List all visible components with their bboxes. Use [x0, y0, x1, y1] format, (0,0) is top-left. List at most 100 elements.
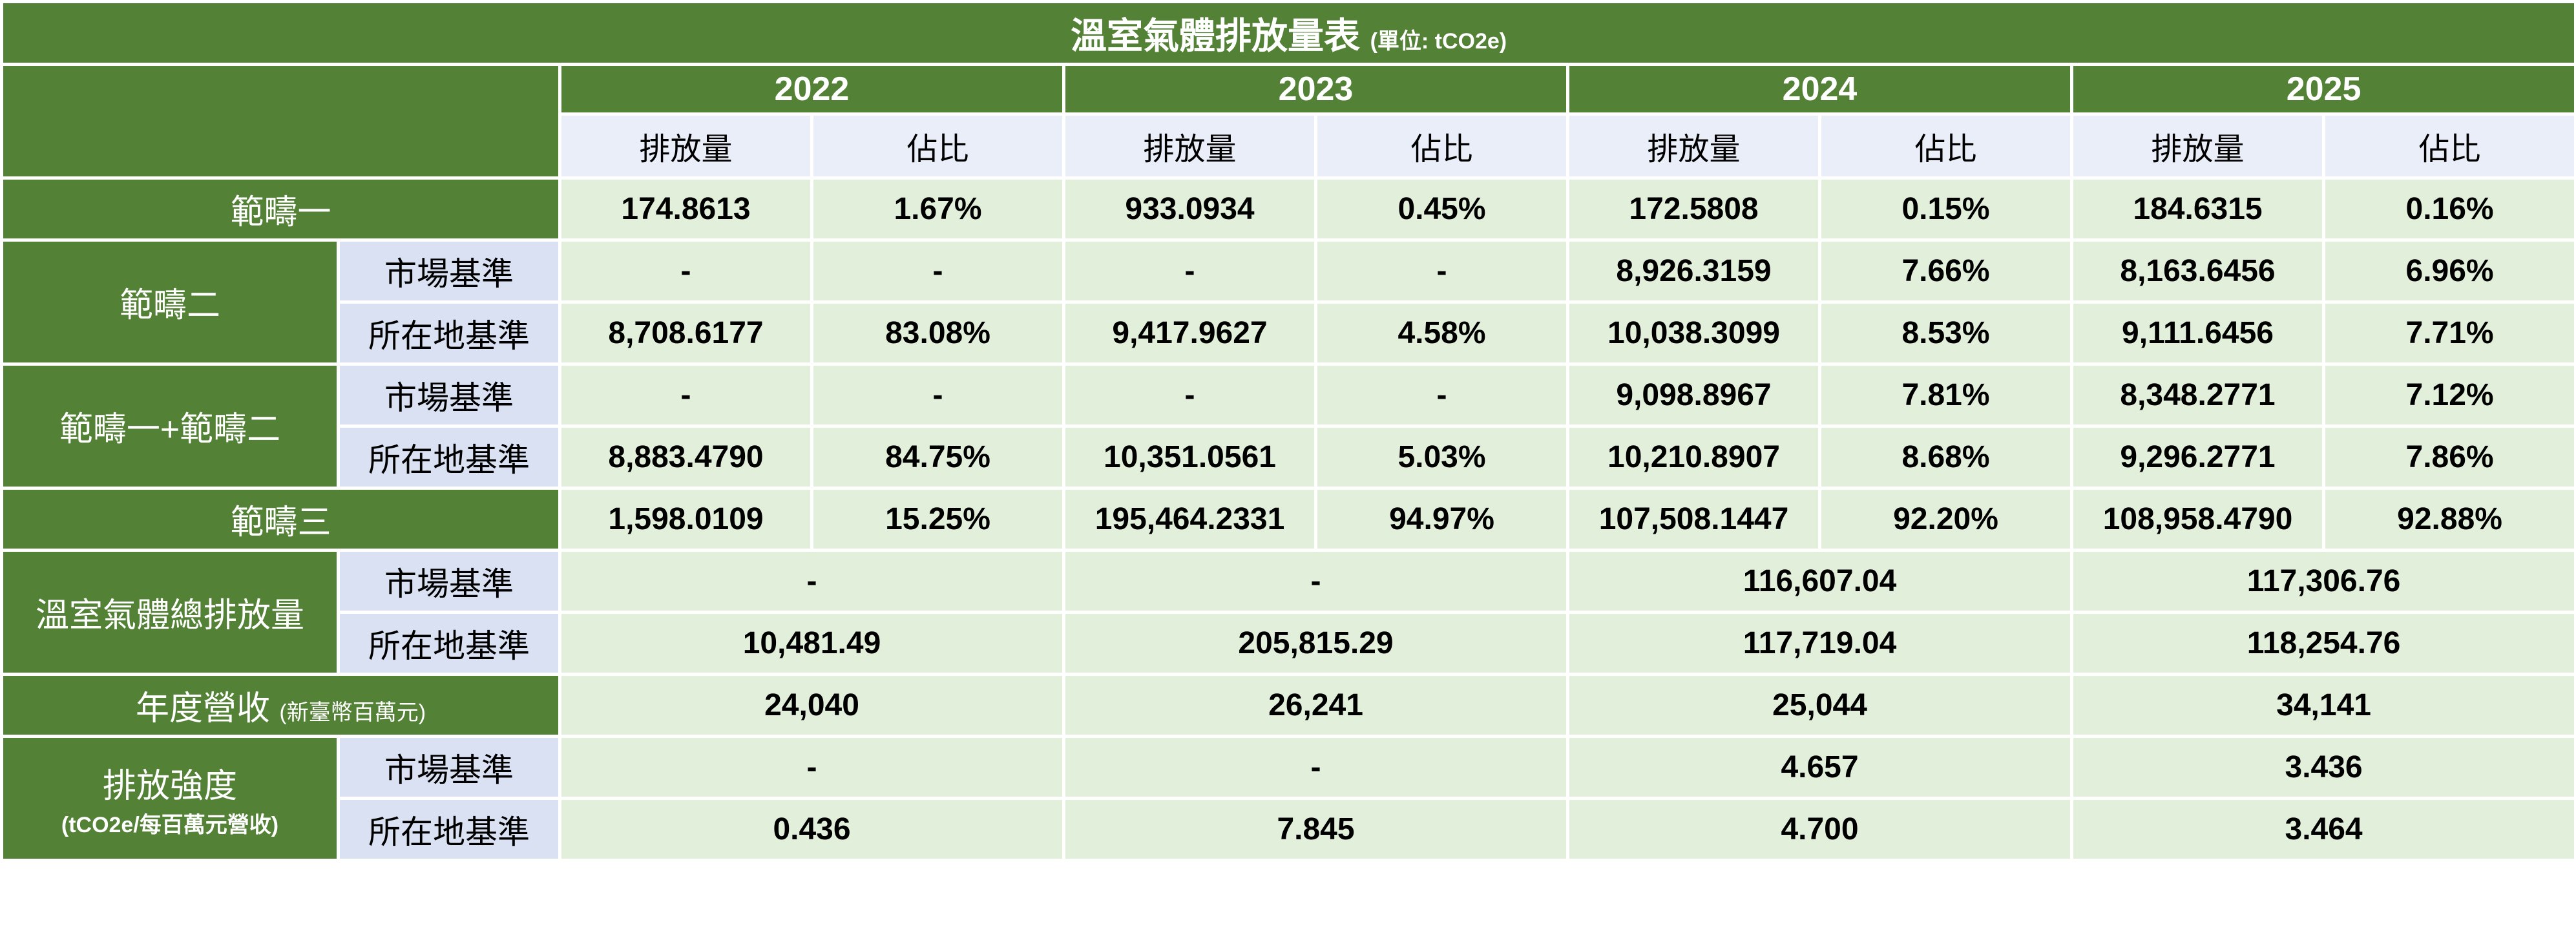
value-cell: 9,111.6456	[2070, 300, 2325, 366]
value-cell: 0.45%	[1314, 176, 1569, 242]
value-cell: 8,883.4790	[558, 425, 813, 490]
table-title: 溫室氣體排放量表 (單位: tCO2e)	[0, 0, 2576, 66]
value-cell: 117,719.04	[1566, 611, 2073, 676]
title-text: 溫室氣體排放量表	[1071, 15, 1360, 56]
value-cell: 4.657	[1566, 735, 2073, 800]
data-row: 範疇二 市場基準 - - - -8,926.3159 7.66% 8,163.6456 6.96…	[0, 238, 2576, 366]
value-cell: 8.68%	[1818, 425, 2073, 490]
value-cell: 7.845	[1062, 797, 1569, 862]
value-cell: 9,296.2771	[2070, 425, 2325, 490]
value-cell: 195,464.2331	[1062, 487, 1317, 552]
value-cell: 34,141	[2069, 673, 2576, 738]
column-header: 佔比	[1314, 112, 1569, 180]
row-label: 範疇一+範疇二	[0, 362, 340, 490]
subheader-row: 排放量 佔比 排放量 佔比 排放量 佔比 排放量 佔比	[2, 112, 2576, 180]
row-label: 溫室氣體總排放量	[0, 549, 340, 676]
row-label: 範疇一	[0, 176, 561, 242]
value-cell: -	[1062, 362, 1317, 428]
basis-label: 所在地基準	[337, 425, 561, 490]
value-cell: -	[1062, 735, 1569, 800]
column-header: 排放量	[1566, 112, 1821, 180]
value-cell: -	[810, 238, 1065, 304]
value-cell: 10,351.0561	[1062, 425, 1317, 490]
label-note: (新臺幣百萬元)	[279, 700, 426, 725]
year-header: 2025	[2069, 63, 2576, 116]
value-cell: 1.67%	[810, 176, 1065, 242]
value-cell: 26,241	[1062, 673, 1569, 738]
basis-label: 所在地基準	[337, 611, 561, 676]
label-text: 年度營收	[135, 690, 270, 728]
data-row: 範疇三 1,598.0109 15.25% 195,464.2331 94.97% 107…	[0, 487, 2576, 552]
data-row: 年度營收 (新臺幣百萬元) 24,040 26,241 25,044 34,141	[0, 673, 2576, 738]
value-cell: -	[558, 238, 813, 304]
column-header: 排放量	[1062, 112, 1317, 180]
value-cell: 7.71%	[2321, 300, 2576, 366]
label-note: (tCO2e/每百萬元營收)	[61, 812, 279, 837]
year-header: 2024	[1566, 63, 2073, 116]
column-header: 佔比	[810, 112, 1065, 180]
year-row: 2022 2023 2024 2025	[0, 63, 2576, 180]
value-cell: 108,958.4790	[2070, 487, 2325, 552]
value-cell: 107,508.1447	[1566, 487, 1821, 552]
value-cell: 8,163.6456	[2070, 238, 2325, 304]
value-cell: 117,306.76	[2069, 549, 2576, 614]
value-cell: 83.08%	[810, 300, 1065, 366]
value-cell: 9,417.9627	[1062, 300, 1317, 366]
corner	[0, 63, 561, 180]
basis-label: 市場基準	[337, 238, 561, 304]
unit: (單位: tCO2e)	[1370, 28, 1507, 54]
value-cell: 25,044	[1566, 673, 2073, 738]
value-cell: 8,348.2771	[2070, 362, 2325, 428]
basis-label: 市場基準	[337, 362, 561, 428]
value-cell: 10,038.3099	[1566, 300, 1821, 366]
label-text: 範疇二	[119, 287, 220, 324]
data-row: 範疇一+範疇二 市場基準 - - - -9,098.8967 7.81% 8,348.2771…	[0, 362, 2576, 490]
label-text: 範疇三	[230, 504, 331, 541]
value-cell: 15.25%	[810, 487, 1065, 552]
value-cell: 172.5808	[1566, 176, 1821, 242]
data-row: 所在地基準 10,481.49 205,815.29 117,719.04 118,25…	[2, 611, 2576, 676]
value-cell: 10,210.8907	[1566, 425, 1821, 490]
value-cell: 92.88%	[2321, 487, 2576, 552]
value-cell: 174.8613	[558, 176, 813, 242]
value-cell: 10,481.49	[558, 611, 1065, 676]
value-cell: 9,098.8967	[1566, 362, 1821, 428]
value-cell: 7.86%	[2321, 425, 2576, 490]
value-cell: -	[1314, 238, 1569, 304]
value-cell: 3.436	[2069, 735, 2576, 800]
value-cell: 5.03%	[1314, 425, 1569, 490]
row-label: 範疇三	[0, 487, 561, 552]
value-cell: 116,607.04	[1566, 549, 2073, 614]
value-cell: -	[1062, 238, 1317, 304]
title-row: 溫室氣體排放量表 (單位: tCO2e)	[0, 0, 2576, 66]
value-cell: -	[1314, 362, 1569, 428]
value-cell: -	[558, 549, 1065, 614]
value-cell: -	[558, 735, 1065, 800]
value-cell: 92.20%	[1818, 487, 2073, 552]
value-cell: 0.15%	[1818, 176, 2073, 242]
column-header: 佔比	[2321, 112, 2576, 180]
value-cell: 84.75%	[810, 425, 1065, 490]
data-row: 排放強度 (tCO2e/每百萬元營收) 市場基準 - -4.657 3.436	[0, 735, 2576, 862]
value-cell: -	[1062, 549, 1569, 614]
value-cell: 94.97%	[1314, 487, 1569, 552]
label-text: 範疇一+範疇二	[59, 411, 281, 448]
value-cell: 0.16%	[2321, 176, 2576, 242]
value-cell: 7.81%	[1818, 362, 2073, 428]
value-cell: 0.436	[558, 797, 1065, 862]
basis-label: 所在地基準	[337, 300, 561, 366]
basis-label: 所在地基準	[337, 797, 561, 862]
column-header: 排放量	[2070, 112, 2325, 180]
year-header: 2022	[558, 63, 1065, 116]
value-cell: 205,815.29	[1062, 611, 1569, 676]
value-cell: -	[558, 362, 813, 428]
row-label: 排放強度 (tCO2e/每百萬元營收)	[0, 735, 340, 862]
value-cell: 8,708.6177	[558, 300, 813, 366]
data-row: 所在地基準 8,708.6177 83.08% 9,417.9627 4.58% 10,0…	[2, 300, 2576, 366]
row-label: 範疇二	[0, 238, 340, 366]
label-text: 溫室氣體總排放量	[35, 597, 304, 634]
data-row: 所在地基準 0.436 7.845 4.700 3.464	[2, 797, 2576, 862]
emission-table: 溫室氣體排放量表 (單位: tCO2e) 2022 2023 2024 2025 排放量佔…	[0, 0, 2576, 862]
value-cell: 184.6315	[2070, 176, 2325, 242]
